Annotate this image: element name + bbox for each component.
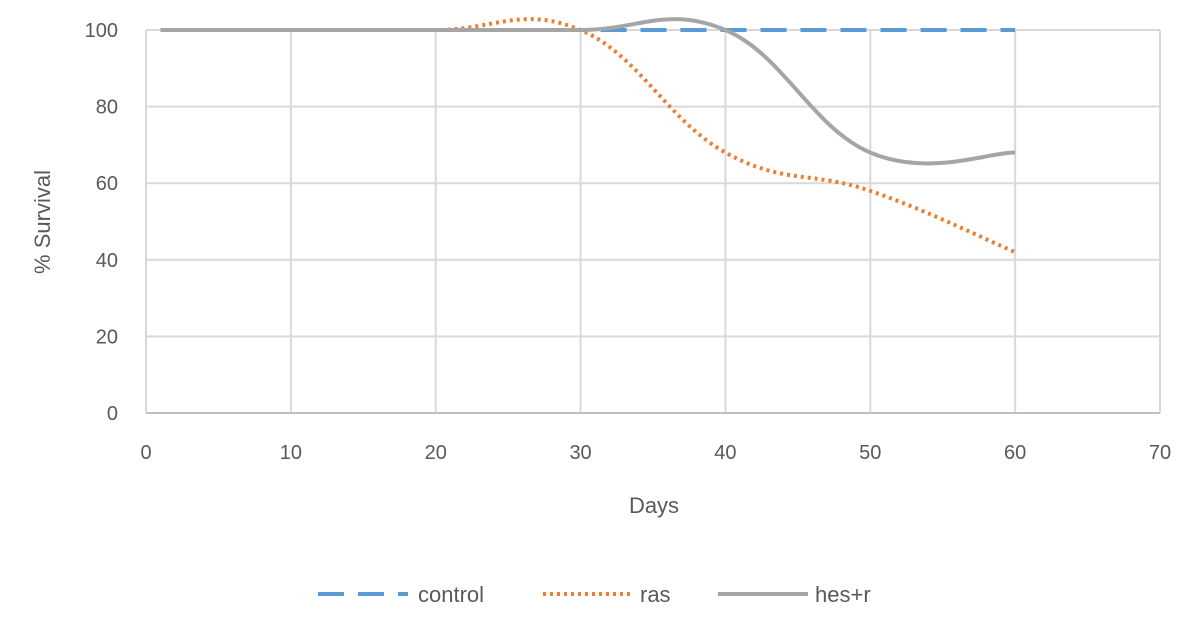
- x-tick-label: 70: [1149, 442, 1171, 464]
- x-tick-label: 40: [714, 442, 736, 464]
- x-tick-label: 20: [425, 442, 447, 464]
- legend: control ras hes+r: [318, 582, 871, 607]
- legend-item: ras: [543, 582, 671, 607]
- y-axis-title: % Survival: [30, 170, 55, 274]
- x-tick-label: 0: [140, 442, 151, 464]
- legend-item: hes+r: [718, 582, 871, 607]
- gridlines: [146, 29, 1161, 413]
- y-tick-label: 0: [107, 403, 118, 425]
- y-tick-label: 40: [96, 250, 118, 272]
- legend-label: hes+r: [815, 582, 871, 607]
- y-tick-label: 20: [96, 326, 118, 348]
- axes: [145, 30, 1160, 414]
- x-tick-label: 50: [859, 442, 881, 464]
- x-tick-label: 10: [280, 442, 302, 464]
- x-tick-label: 60: [1004, 442, 1026, 464]
- series-line-ras: [160, 17, 1016, 254]
- y-tick-label: 100: [85, 20, 118, 42]
- tick-labels: 0 20 40 60 80 100 0 10 20 30 40 50 60 70: [85, 20, 1172, 464]
- y-tick-label: 80: [96, 97, 118, 119]
- x-axis-title: Days: [629, 493, 679, 518]
- legend-label: ras: [640, 582, 671, 607]
- x-tick-label: 30: [569, 442, 591, 464]
- y-tick-label: 60: [96, 173, 118, 195]
- legend-label: control: [418, 582, 484, 607]
- series-line-hes-r: [160, 17, 1016, 166]
- legend-item: control: [318, 582, 484, 607]
- series-lines: [160, 17, 1016, 254]
